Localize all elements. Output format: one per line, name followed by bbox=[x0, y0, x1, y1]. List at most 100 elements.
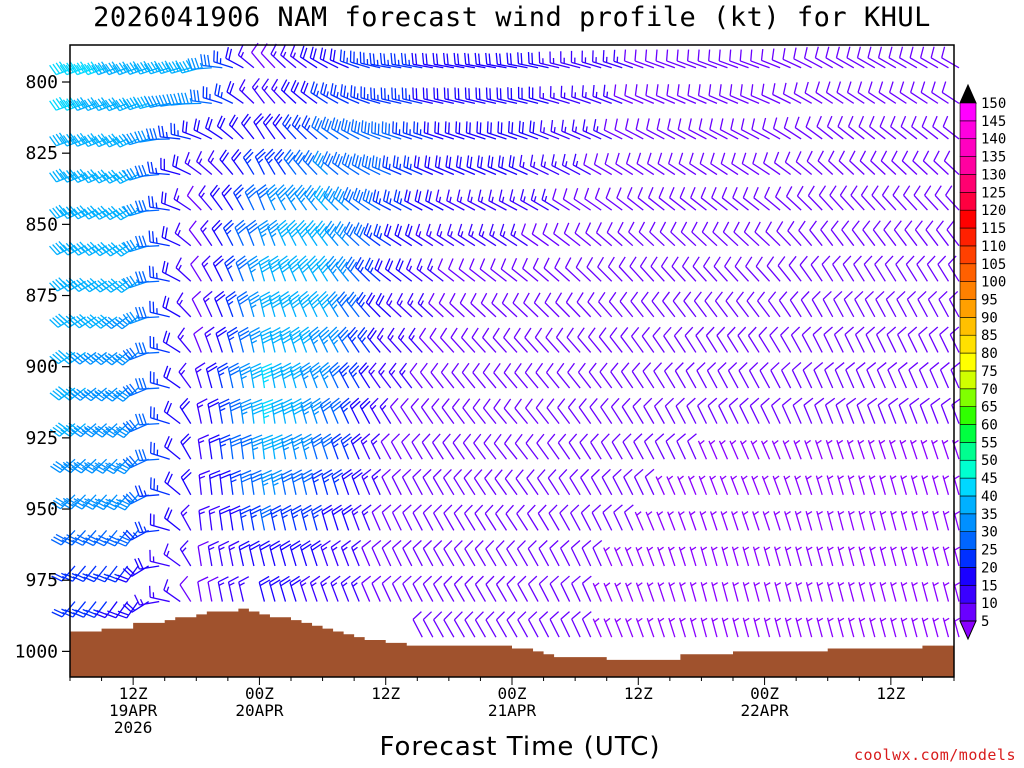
wind-barb bbox=[796, 185, 813, 211]
barb-feather bbox=[453, 611, 463, 621]
barb-feather bbox=[90, 133, 99, 143]
barb-feather bbox=[611, 433, 621, 443]
barb-feather bbox=[190, 255, 199, 265]
barb-feather bbox=[582, 575, 592, 584]
barb-feather bbox=[122, 64, 131, 75]
wind-barb bbox=[425, 223, 444, 247]
wind-barb bbox=[163, 365, 181, 389]
wind-barb bbox=[580, 468, 592, 496]
wind-barb bbox=[134, 594, 160, 606]
barb-half-feather bbox=[132, 532, 138, 538]
barb-staff bbox=[754, 231, 771, 247]
wind-barb bbox=[837, 617, 845, 638]
barb-feather bbox=[547, 469, 557, 479]
barb-feather bbox=[750, 49, 753, 61]
barb-staff bbox=[433, 619, 444, 638]
barb-feather bbox=[246, 219, 257, 228]
barb-feather bbox=[823, 326, 833, 335]
wind-barb bbox=[92, 423, 118, 438]
barb-feather bbox=[567, 398, 577, 408]
barb-feather bbox=[538, 540, 548, 549]
wind-barb bbox=[50, 529, 76, 546]
wind-barb bbox=[671, 256, 686, 282]
barb-feather bbox=[230, 405, 242, 412]
barb-feather bbox=[425, 223, 431, 236]
barb-feather bbox=[87, 98, 95, 109]
barb-feather bbox=[53, 536, 64, 543]
wind-barb bbox=[308, 326, 322, 353]
barb-feather bbox=[484, 469, 493, 479]
barb-feather bbox=[79, 132, 88, 143]
wind-barb bbox=[341, 504, 353, 531]
barb-feather bbox=[866, 362, 877, 371]
barb-feather bbox=[275, 151, 285, 162]
wind-barb bbox=[625, 617, 634, 638]
barb-feather bbox=[91, 210, 100, 220]
barb-staff bbox=[649, 231, 665, 247]
wind-barb bbox=[448, 258, 465, 282]
wind-barb bbox=[162, 330, 181, 354]
barb-feather bbox=[791, 362, 802, 371]
barb-feather bbox=[333, 84, 337, 97]
wind-barb bbox=[601, 468, 613, 496]
wind-barb bbox=[331, 151, 350, 176]
barb-half-feather bbox=[369, 267, 374, 273]
barb-staff bbox=[846, 57, 865, 69]
wind-barb bbox=[714, 291, 728, 318]
barb-feather bbox=[141, 164, 147, 177]
barb-feather bbox=[381, 504, 392, 513]
barb-staff bbox=[845, 369, 855, 389]
wind-barb bbox=[324, 220, 339, 247]
barb-staff bbox=[485, 548, 497, 567]
barb-feather bbox=[193, 326, 204, 335]
barb-staff bbox=[623, 476, 634, 496]
wind-barb bbox=[436, 223, 455, 247]
wind-barb bbox=[366, 327, 381, 353]
wind-barb bbox=[614, 582, 623, 602]
wind-barb bbox=[550, 120, 570, 140]
barb-staff bbox=[546, 407, 560, 425]
barb-feather bbox=[148, 585, 151, 598]
barb-feather bbox=[337, 258, 346, 269]
barb-staff bbox=[474, 548, 486, 567]
barb-staff bbox=[422, 619, 434, 638]
wind-barb bbox=[634, 49, 655, 69]
wind-barb bbox=[804, 439, 813, 460]
wind-barb bbox=[560, 51, 581, 69]
barb-staff bbox=[795, 161, 813, 176]
barb-feather bbox=[665, 433, 676, 442]
wind-barb bbox=[812, 326, 823, 353]
barb-feather bbox=[361, 400, 371, 410]
barb-half-feather bbox=[380, 369, 385, 376]
wind-barb bbox=[855, 362, 866, 389]
wind-barb bbox=[239, 398, 253, 424]
barb-feather bbox=[347, 326, 356, 337]
barb-feather bbox=[536, 433, 545, 444]
barb-feather bbox=[238, 540, 250, 548]
barb-feather bbox=[352, 187, 358, 199]
barb-feather bbox=[350, 433, 361, 442]
wind-barb bbox=[342, 187, 360, 211]
barb-half-feather bbox=[203, 262, 209, 268]
barb-staff bbox=[517, 583, 529, 602]
wind-barb bbox=[592, 617, 602, 638]
wind-barb bbox=[218, 505, 231, 531]
barb-staff bbox=[698, 94, 718, 104]
barb-feather bbox=[424, 155, 428, 167]
barb-half-feather bbox=[594, 582, 600, 587]
barb-feather bbox=[504, 433, 512, 444]
wind-barb bbox=[149, 406, 170, 425]
barb-feather bbox=[519, 154, 523, 167]
barb-half-feather bbox=[208, 546, 215, 551]
wind-barb bbox=[708, 84, 728, 104]
wind-barb bbox=[222, 219, 234, 247]
barb-staff bbox=[443, 619, 455, 638]
wind-barb bbox=[472, 398, 486, 425]
wind-barb bbox=[198, 185, 213, 211]
wind-barb bbox=[826, 115, 844, 140]
barb-staff bbox=[708, 60, 728, 69]
barb-feather bbox=[743, 221, 751, 233]
barb-feather bbox=[331, 469, 342, 477]
barb-feather bbox=[608, 291, 617, 302]
barb-feather bbox=[838, 150, 846, 162]
